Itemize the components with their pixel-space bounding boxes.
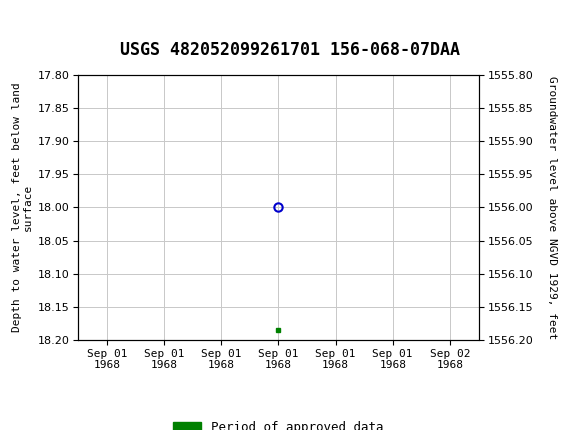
Y-axis label: Groundwater level above NGVD 1929, feet: Groundwater level above NGVD 1929, feet xyxy=(547,76,557,339)
Legend: Period of approved data: Period of approved data xyxy=(168,416,389,430)
Text: ▓USGS: ▓USGS xyxy=(10,7,74,31)
Text: USGS 482052099261701 156-068-07DAA: USGS 482052099261701 156-068-07DAA xyxy=(120,41,460,59)
Y-axis label: Depth to water level, feet below land
surface: Depth to water level, feet below land su… xyxy=(12,83,33,332)
